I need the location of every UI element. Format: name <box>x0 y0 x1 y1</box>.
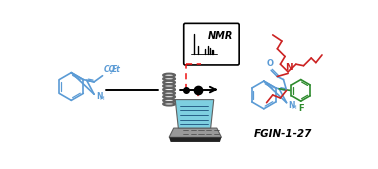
Text: FGIN-1-27: FGIN-1-27 <box>254 129 312 139</box>
Text: N: N <box>288 101 294 110</box>
Text: F: F <box>298 104 304 113</box>
Text: H: H <box>100 95 105 101</box>
Polygon shape <box>169 128 222 137</box>
Text: Et: Et <box>112 65 121 74</box>
Text: N: N <box>285 63 293 72</box>
Polygon shape <box>175 100 214 128</box>
Text: O: O <box>266 59 273 68</box>
Text: CO: CO <box>104 65 116 74</box>
FancyBboxPatch shape <box>184 23 239 65</box>
Text: H: H <box>291 105 296 110</box>
Polygon shape <box>169 137 222 142</box>
Text: 2: 2 <box>110 70 113 75</box>
Text: N: N <box>96 92 103 101</box>
Text: NMR: NMR <box>208 31 233 41</box>
